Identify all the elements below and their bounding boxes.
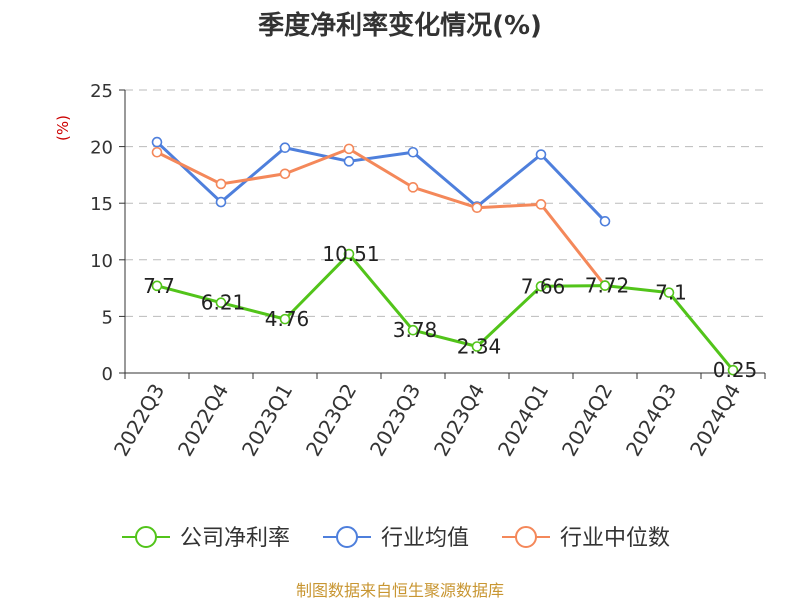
source-note: 制图数据来自恒生聚源数据库	[296, 581, 504, 600]
data-label-2023Q3: 3.78	[393, 318, 438, 342]
legend-item-行业中位数: 行业中位数	[502, 526, 670, 551]
y-tick-label-20: 20	[90, 138, 113, 159]
x-tick-label-2024Q2: 2024Q2	[557, 380, 617, 461]
y-tick-label-10: 10	[90, 251, 113, 272]
point-公司净利率-2022Q3	[151, 280, 163, 292]
x-tick-label-2024Q3: 2024Q3	[621, 380, 681, 461]
x-tick-label-2022Q3: 2022Q3	[109, 380, 169, 461]
y-axis-unit-label: (%)	[54, 115, 72, 141]
y-tick-label-5: 5	[102, 307, 113, 328]
series-行业中位数	[151, 143, 611, 291]
point-行业中位数-2024Q1	[535, 199, 547, 210]
gridlines	[125, 89, 765, 317]
data-label-2022Q3: 7.7	[143, 274, 175, 298]
y-tick-label-0: 0	[102, 364, 113, 385]
point-公司净利率-2024Q1	[535, 280, 547, 292]
data-labels: 7.7 6.21 4.76 10.51 3.78 2.34 7.66 7.72 7.1 0.25	[143, 242, 757, 382]
data-label-2023Q1: 4.76	[265, 307, 310, 331]
x-tick-label-2023Q1: 2023Q1	[237, 380, 297, 461]
legend-label-公司净利率: 公司净利率	[180, 526, 290, 551]
point-行业均值-2024Q1	[535, 149, 547, 160]
point-公司净利率-2023Q3	[407, 324, 419, 336]
y-tick-label-25: 25	[90, 81, 113, 102]
point-公司净利率-2023Q2	[343, 248, 355, 260]
x-tick-label-2023Q3: 2023Q3	[365, 380, 425, 461]
point-公司净利率-2022Q4	[215, 297, 227, 309]
x-tick-label-2024Q1: 2024Q1	[493, 380, 553, 461]
point-行业均值-2022Q3	[151, 136, 163, 148]
x-tick-label-2023Q2: 2023Q2	[301, 380, 361, 461]
data-label-2023Q2: 10.51	[322, 242, 379, 266]
point-公司净利率-2023Q1	[279, 313, 291, 325]
legend-marker-公司净利率	[135, 526, 157, 548]
y-tick-label-15: 15	[90, 194, 113, 215]
point-行业均值-2023Q3	[407, 146, 419, 158]
legend-marker-行业均值	[336, 526, 358, 548]
legend: 公司净利率 行业均值 行业中位数	[122, 526, 670, 551]
point-行业均值-2024Q2	[599, 216, 611, 227]
x-tick-label-2023Q4: 2023Q4	[429, 380, 489, 461]
point-行业均值-2023Q2	[343, 156, 355, 167]
point-行业均值-2022Q4	[215, 196, 227, 208]
point-公司净利率-2023Q4	[471, 341, 483, 352]
series-layer	[151, 136, 739, 376]
point-公司净利率-2024Q2	[599, 280, 611, 291]
data-label-2023Q4: 2.34	[457, 335, 502, 359]
point-行业中位数-2022Q3	[151, 146, 163, 158]
axes: 0 5 10 15 20 25 2022Q3 2022Q4 2023Q1 2023Q2 2023Q3…	[90, 81, 766, 461]
legend-item-行业均值: 行业均值	[323, 526, 469, 551]
point-行业中位数-2023Q3	[407, 182, 419, 193]
point-公司净利率-2024Q4	[727, 364, 739, 376]
point-行业中位数-2023Q2	[343, 143, 355, 155]
legend-item-公司净利率: 公司净利率	[122, 526, 290, 551]
data-label-2024Q1: 7.66	[521, 274, 566, 298]
data-label-2024Q3: 7.1	[655, 281, 687, 305]
series-line-行业中位数	[156, 147, 607, 287]
x-tick-label-2024Q4: 2024Q4	[685, 380, 745, 461]
legend-label-行业均值: 行业均值	[381, 526, 469, 551]
point-行业中位数-2023Q4	[471, 202, 483, 214]
series-line-公司净利率	[156, 252, 735, 372]
series-line-行业均值	[155, 140, 607, 223]
point-行业均值-2023Q1	[279, 142, 291, 154]
point-公司净利率-2024Q3	[663, 287, 675, 298]
x-tick-label-2022Q4: 2022Q4	[173, 380, 233, 461]
data-label-2024Q4: 0.25	[713, 358, 758, 382]
data-label-2024Q2: 7.72	[585, 274, 630, 298]
legend-marker-行业中位数	[515, 526, 537, 548]
series-公司净利率	[151, 248, 739, 376]
legend-label-行业中位数: 行业中位数	[560, 526, 670, 551]
point-行业中位数-2023Q1	[279, 168, 291, 180]
data-label-2022Q4: 6.21	[201, 291, 246, 315]
point-行业中位数-2022Q4	[215, 178, 227, 190]
chart-title: 季度净利率变化情况(%)	[258, 10, 542, 41]
